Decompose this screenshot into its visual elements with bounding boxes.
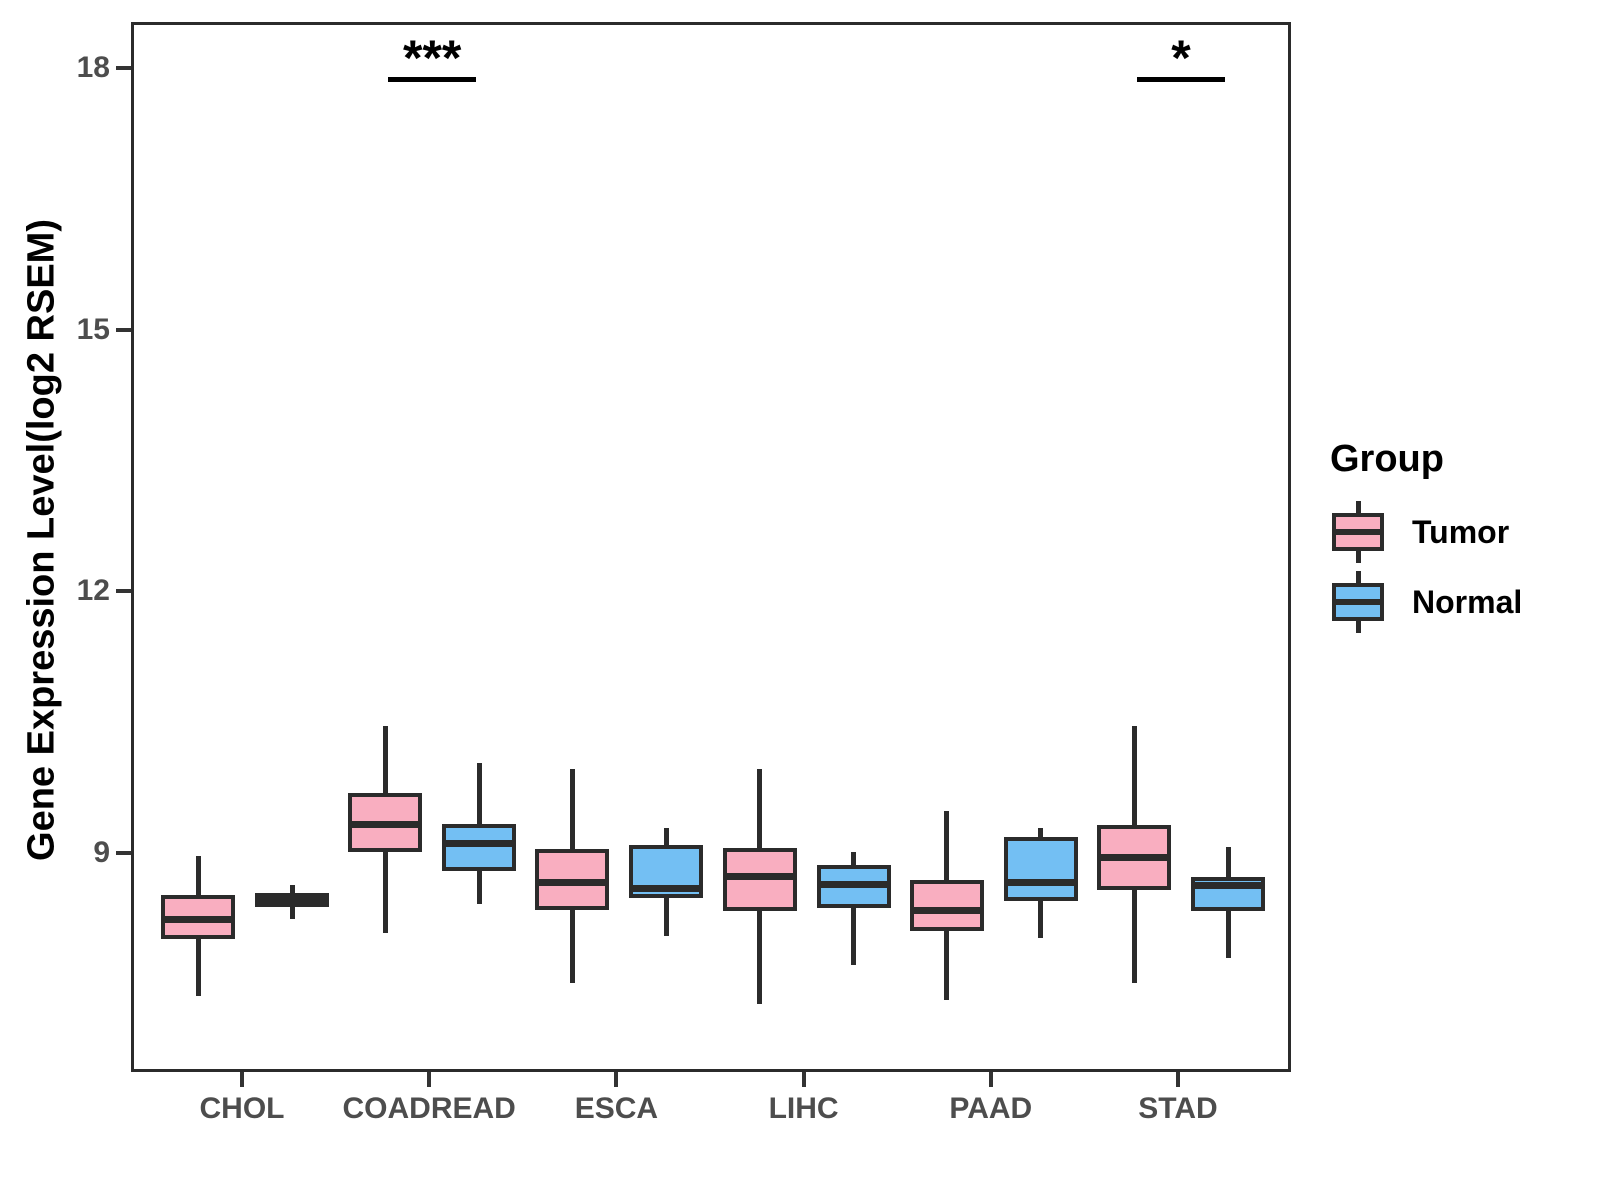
box-tumor-stad-lower-whisker: [1131, 890, 1137, 983]
box-normal-paad-lower-whisker: [1038, 901, 1044, 939]
y-tick-mark: [116, 66, 131, 71]
box-normal-stad-median: [1195, 882, 1261, 890]
box-normal-lihc-lower-whisker: [851, 908, 857, 966]
x-category-label: COADREAD: [342, 1092, 516, 1125]
legend-label-tumor: Tumor: [1412, 513, 1510, 550]
box-tumor-paad-median: [913, 906, 980, 914]
box-normal-esca-lower-whisker: [663, 897, 669, 937]
x-category-label: ESCA: [574, 1092, 659, 1125]
legend-glyph-upper-whisker: [1356, 501, 1361, 513]
box-tumor-esca: [535, 849, 610, 911]
legend-item-tumor: Tumor: [1330, 501, 1590, 563]
legend-glyph-median: [1336, 529, 1380, 535]
y-tick-label: 9: [93, 836, 110, 870]
significance-line-stad: [1137, 77, 1225, 83]
box-normal-esca-median: [633, 884, 700, 892]
legend: Group Tumor Normal: [1330, 438, 1590, 641]
box-tumor-lihc-median: [726, 872, 793, 880]
significance-line-coadread: [388, 77, 477, 83]
legend-glyph-lower-whisker: [1356, 551, 1361, 563]
y-tick-label: 12: [76, 574, 110, 608]
box-tumor-stad-median: [1101, 854, 1167, 862]
legend-item-normal: Normal: [1330, 571, 1590, 633]
legend-items: Tumor Normal: [1330, 501, 1590, 633]
box-normal-stad: [1191, 877, 1265, 912]
box-normal-coadread-upper-whisker: [476, 762, 482, 824]
box-normal-chol-median: [259, 896, 325, 904]
x-tick-mark: [801, 1072, 806, 1087]
box-normal-stad-lower-whisker: [1225, 911, 1231, 959]
legend-glyph-upper-whisker: [1356, 571, 1361, 583]
box-tumor-coadread: [348, 793, 423, 852]
box-normal-esca-upper-whisker: [663, 828, 669, 845]
x-category-label: PAAD: [949, 1092, 1033, 1125]
box-tumor-coadread-lower-whisker: [382, 851, 388, 933]
legend-boxplot-icon-normal: [1330, 571, 1386, 633]
legend-boxplot-icon-tumor: [1330, 501, 1386, 563]
box-tumor-lihc-upper-whisker: [757, 768, 763, 849]
x-tick-mark: [614, 1072, 619, 1087]
x-category-label: LIHC: [768, 1092, 839, 1125]
y-tick-mark: [116, 851, 131, 856]
y-tick-label: 18: [76, 51, 110, 85]
legend-title: Group: [1330, 438, 1444, 480]
box-tumor-paad-lower-whisker: [944, 931, 950, 1000]
box-tumor-esca-median: [539, 878, 606, 886]
box-normal-coadread-lower-whisker: [476, 870, 482, 905]
legend-glyph-lower-whisker: [1356, 621, 1361, 633]
legend-glyph-median: [1336, 599, 1380, 605]
box-normal-paad-median: [1007, 878, 1074, 886]
box-tumor-esca-upper-whisker: [569, 768, 575, 850]
box-normal-stad-upper-whisker: [1225, 846, 1231, 878]
box-normal-esca: [629, 844, 704, 898]
box-normal-coadread-median: [446, 839, 513, 847]
x-tick-mark: [1176, 1072, 1180, 1087]
x-category-label: CHOL: [199, 1092, 285, 1125]
box-tumor-chol-median: [165, 916, 231, 924]
x-category-label: STAD: [1138, 1092, 1218, 1125]
box-tumor-chol: [161, 895, 235, 939]
box-tumor-stad-upper-whisker: [1131, 726, 1137, 825]
box-tumor-paad: [909, 879, 984, 932]
significance-label-stad: *: [1171, 30, 1191, 87]
plot-panel: *** *: [131, 22, 1291, 1072]
box-tumor-coadread-median: [352, 821, 419, 829]
box-normal-paad-upper-whisker: [1038, 828, 1044, 837]
box-normal-lihc-upper-whisker: [851, 851, 857, 865]
y-tick-mark: [116, 327, 131, 332]
box-tumor-lihc: [722, 848, 797, 912]
y-tick-label: 15: [76, 312, 110, 346]
box-normal-lihc-median: [820, 881, 887, 889]
box-normal-chol-lower-whisker: [289, 906, 295, 919]
y-tick-mark: [116, 589, 131, 594]
box-tumor-coadread-upper-whisker: [382, 726, 388, 794]
legend-label-normal: Normal: [1412, 583, 1523, 620]
legend-glyph-box: [1332, 583, 1384, 621]
box-normal-chol-upper-whisker: [289, 884, 295, 893]
x-tick-mark: [988, 1072, 993, 1087]
x-tick-mark: [240, 1072, 244, 1087]
box-normal-lihc: [816, 864, 891, 909]
box-tumor-stad: [1097, 824, 1171, 891]
box-tumor-paad-upper-whisker: [944, 810, 950, 880]
box-normal-chol: [255, 892, 329, 907]
box-tumor-esca-lower-whisker: [569, 910, 575, 983]
significance-label-coadread: ***: [403, 30, 462, 87]
box-normal-paad: [1003, 836, 1078, 902]
box-tumor-lihc-lower-whisker: [757, 911, 763, 1005]
box-tumor-chol-lower-whisker: [195, 938, 201, 996]
legend-glyph-box: [1332, 513, 1384, 551]
box-normal-coadread: [442, 823, 517, 871]
box-tumor-chol-upper-whisker: [195, 856, 201, 896]
x-tick-mark: [427, 1072, 432, 1087]
